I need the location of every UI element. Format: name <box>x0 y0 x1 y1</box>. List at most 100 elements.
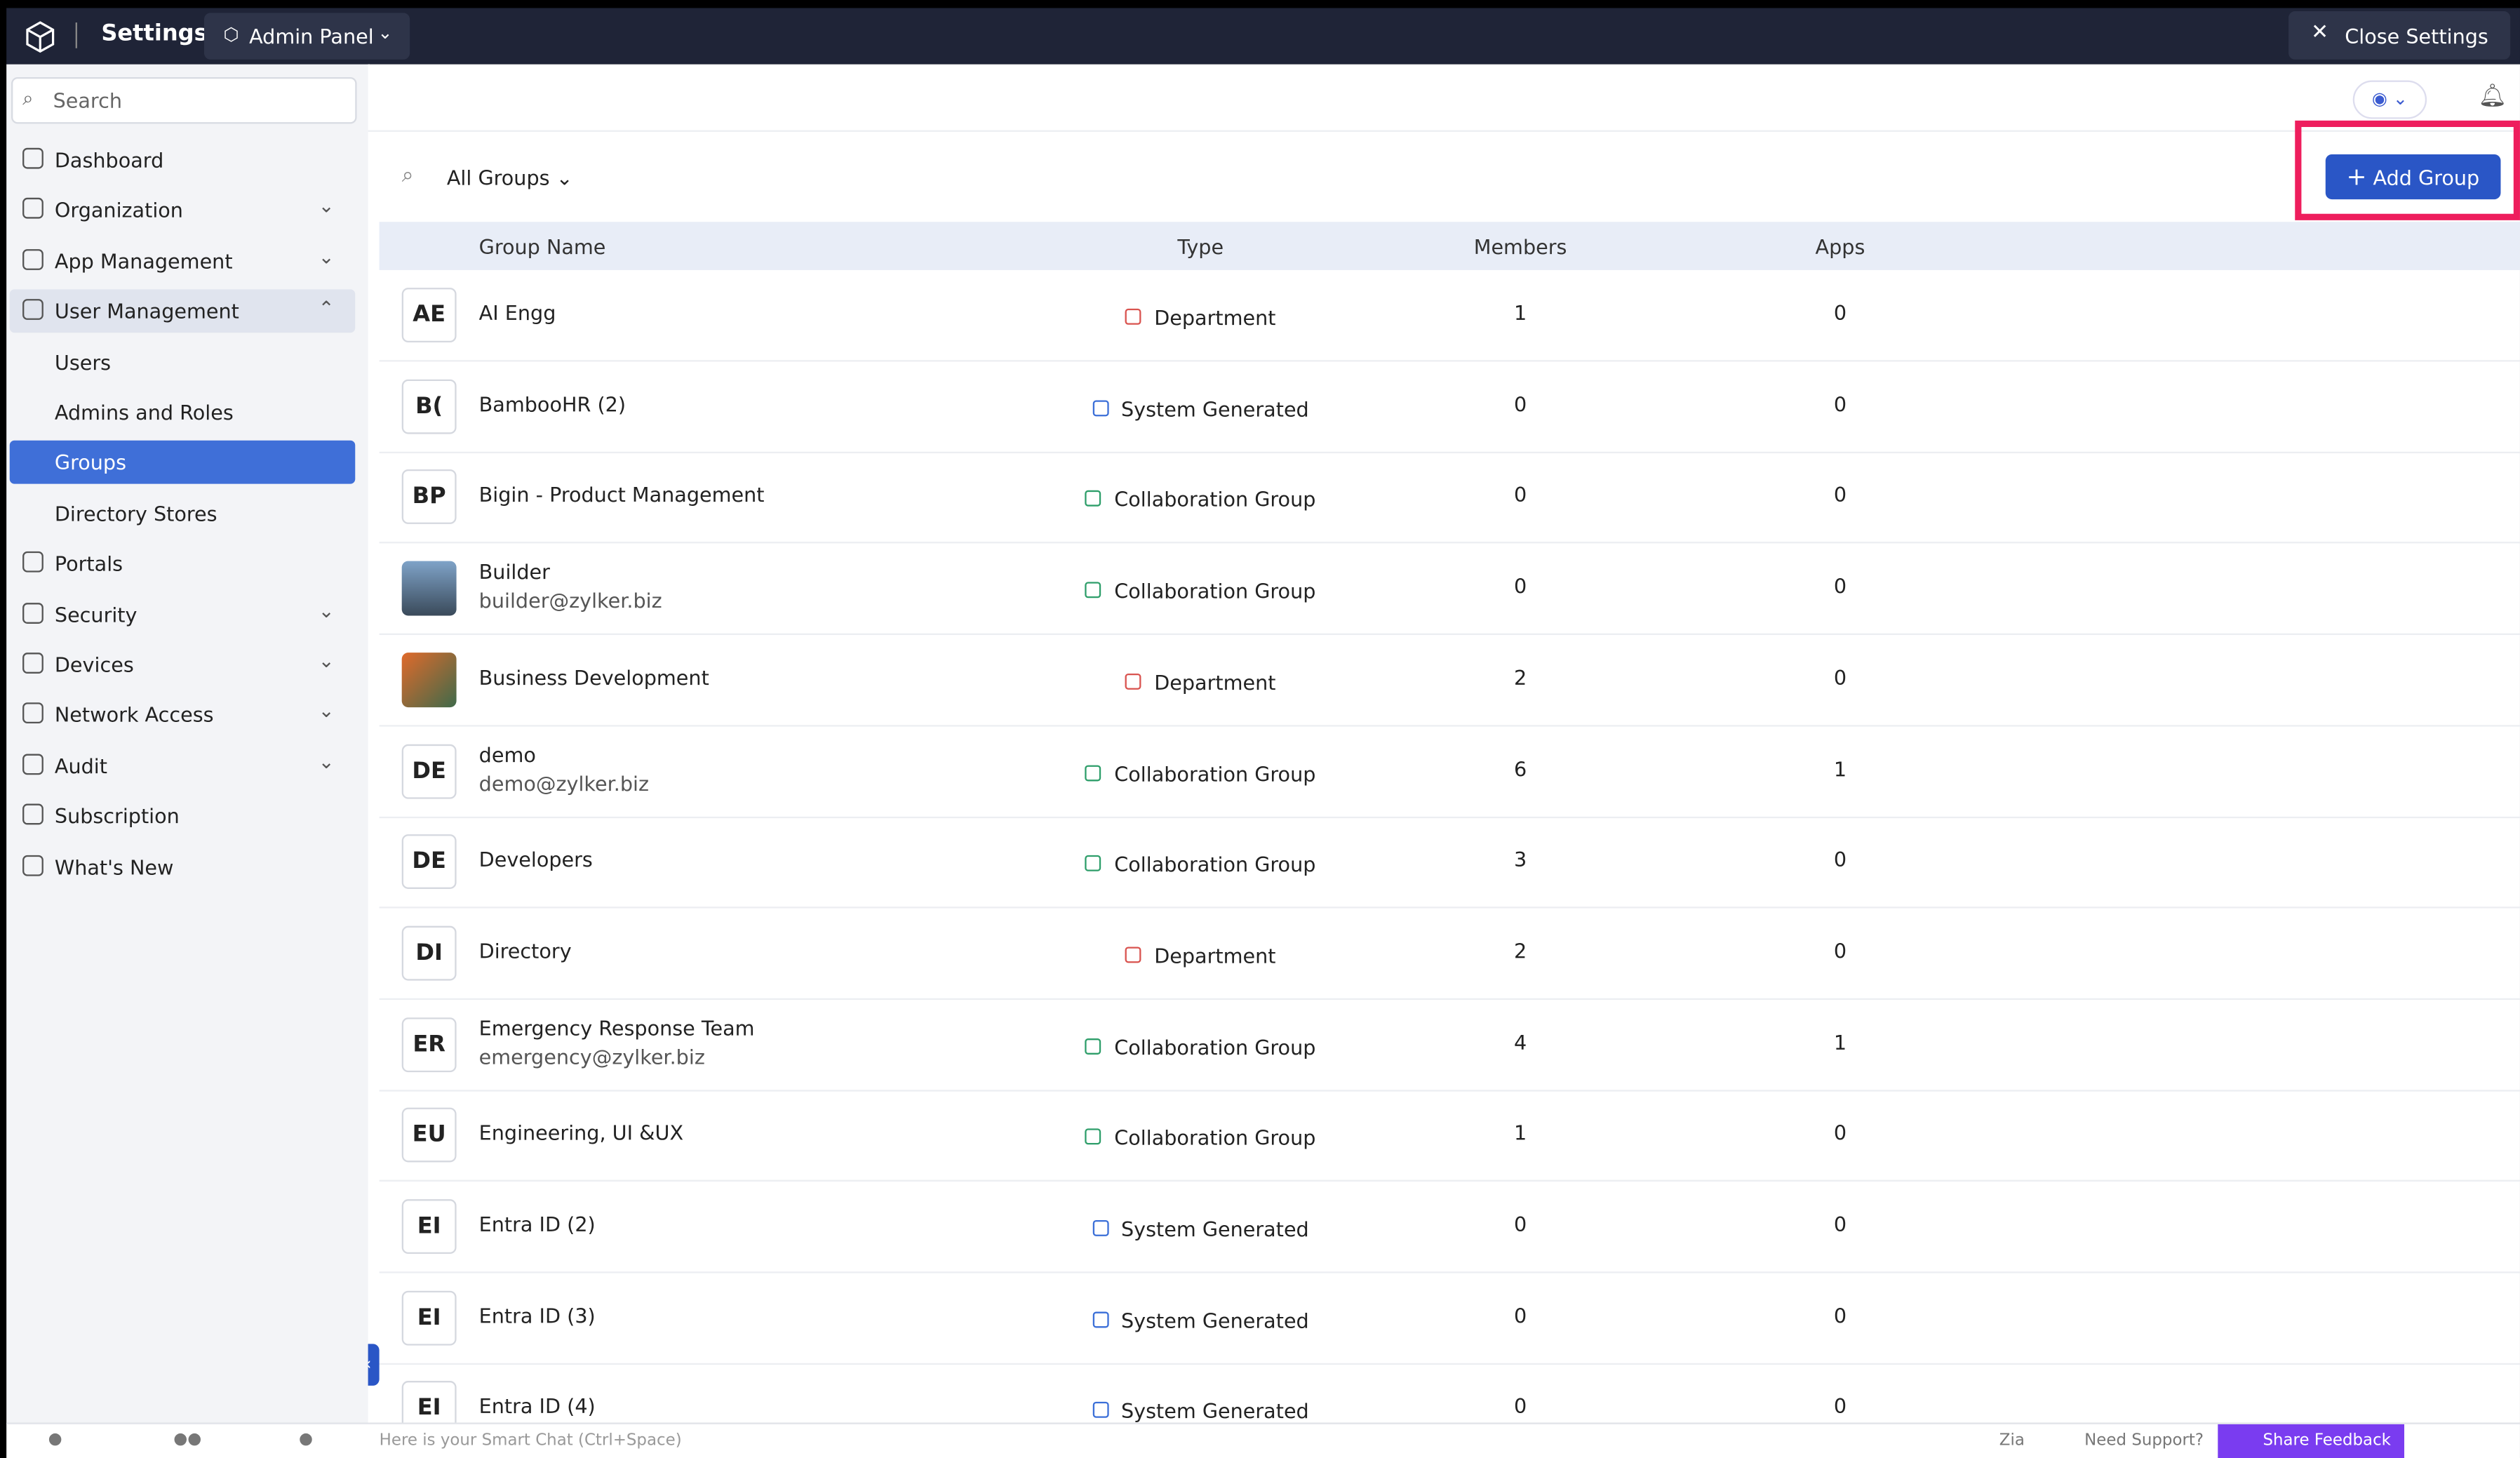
nav-icon <box>22 551 43 573</box>
group-filter[interactable]: All Groups ⌄ <box>446 165 573 190</box>
group-name[interactable]: Entra ID (4) <box>478 1394 596 1419</box>
search-icon: ⌕ <box>22 86 34 109</box>
top-bar: Settings Admin Panel ⬡ ⌄ ✕ Close Setting… <box>6 8 2520 65</box>
zia[interactable]: Zia <box>1999 1432 2025 1450</box>
group-row[interactable]: AE AI Engg Department 1 0 <box>379 270 2520 362</box>
nav-item[interactable]: Users <box>10 340 356 384</box>
search-box[interactable]: ⌕ Search <box>11 76 357 124</box>
panel-switch[interactable]: Admin Panel ⬡ ⌄ <box>203 13 410 60</box>
main: ◉ ⌄ 🔔︎ ⌕ All Groups ⌄ + Add Group Group … <box>368 64 2520 1423</box>
group-name[interactable]: Entra ID (2) <box>478 1212 596 1236</box>
chevron: ⌄ <box>377 22 393 44</box>
nav-item[interactable]: What's New <box>10 845 356 888</box>
group-row[interactable]: EI Entra ID (2) System Generated 0 0 <box>379 1182 2520 1273</box>
group-type: Collaboration Group <box>1114 1125 1316 1150</box>
group-type: Collaboration Group <box>1114 761 1316 786</box>
column-header: Group Name <box>478 234 606 259</box>
group-row[interactable]: EU Engineering, UI &UX Collaboration Group… <box>379 1090 2520 1182</box>
group-name[interactable]: Builder <box>478 559 550 584</box>
nav-label: Directory Stores <box>54 501 217 526</box>
footer: ● ●● ● Here is your Smart Chat (Ctrl+Spa… <box>6 1422 2520 1458</box>
group-row[interactable]: Business Development Department 2 0 <box>379 635 2520 727</box>
member-count: 0 <box>1513 483 1527 507</box>
member-count: 4 <box>1513 1029 1527 1055</box>
nav-icon <box>22 248 43 270</box>
group-name[interactable]: Entra ID (3) <box>478 1303 596 1327</box>
group-type: Collaboration Group <box>1114 1034 1316 1059</box>
nav-item[interactable]: Dashboard <box>10 138 356 182</box>
group-row[interactable]: BP Bigin - Product Management Collaboratio… <box>379 453 2520 544</box>
group-avatar: BP <box>401 469 457 525</box>
chat-input[interactable]: Here is your Smart Chat (Ctrl+Space) <box>379 1432 682 1450</box>
group-name[interactable]: demo <box>478 742 536 766</box>
close-settings[interactable]: ✕ Close Settings <box>2288 11 2511 60</box>
group-name[interactable]: BambooHR (2) <box>478 392 626 416</box>
logo <box>26 21 55 53</box>
sidebar: ⌕ Search Dashboard Organization ⌄ App Manag… <box>6 64 370 1423</box>
nav-label: What's New <box>54 854 174 879</box>
type-icon <box>1125 673 1141 690</box>
group-name[interactable]: Developers <box>478 847 593 872</box>
chevron: ⌄ <box>318 195 335 218</box>
group-type: System Generated <box>1120 1399 1309 1423</box>
app-count: 1 <box>1833 1029 1847 1055</box>
group-row[interactable]: Builder builder@zylker.biz Collaboration G… <box>379 544 2520 636</box>
group-row[interactable]: DI Directory Department 2 0 <box>379 908 2520 1000</box>
group-name[interactable]: Business Development <box>478 665 709 690</box>
nav-item[interactable]: Security ⌄ <box>10 592 356 636</box>
app-count: 0 <box>1833 574 1847 598</box>
group-row[interactable]: EI Entra ID (3) System Generated 0 0 <box>379 1273 2520 1365</box>
group-name[interactable]: Bigin - Product Management <box>478 483 765 507</box>
add-group-button[interactable]: + Add Group <box>2325 154 2501 200</box>
group-type: Department <box>1154 943 1276 968</box>
share-feedback[interactable]: Share Feedback <box>2218 1424 2405 1458</box>
nav-item[interactable]: Organization ⌄ <box>10 189 356 232</box>
nav-item[interactable]: Directory Stores <box>10 492 356 535</box>
nav-item[interactable]: Devices ⌄ <box>10 643 356 686</box>
group-row[interactable]: EI Entra ID (4) System Generated 0 0 <box>380 1364 2520 1423</box>
group-name[interactable]: Emergency Response Team <box>478 1015 755 1040</box>
chevron: ⌄ <box>318 649 335 672</box>
group-row[interactable]: B(BambooHR (2) System Generated 0 0 <box>379 361 2520 453</box>
type-icon <box>1125 308 1141 325</box>
nav-item[interactable]: Portals <box>10 542 356 586</box>
member-count: 6 <box>1513 756 1527 781</box>
app-count: 0 <box>1833 938 1847 963</box>
group-row[interactable]: DE demo demo@zylker.biz Collaboration Group… <box>379 725 2520 818</box>
group-type: Collaboration Group <box>1114 852 1316 877</box>
status-toggle[interactable]: ◉ ⌄ <box>2352 80 2427 119</box>
group-type-cell: Department <box>1040 939 1361 970</box>
group-avatar: B( <box>401 378 457 434</box>
nav-item[interactable]: Audit ⌄ <box>10 744 356 787</box>
type-icon <box>1085 855 1101 872</box>
app-count: 1 <box>1833 756 1847 781</box>
nav-label: Groups <box>54 450 127 475</box>
group-name[interactable]: AI Engg <box>478 300 556 325</box>
support[interactable]: Need Support? <box>2084 1432 2204 1450</box>
chevron: ⌄ <box>318 700 335 723</box>
panel-label: Admin Panel <box>249 24 374 48</box>
group-row[interactable]: DE Developers Collaboration Group 3 0 <box>379 817 2520 909</box>
group-type-cell: Collaboration Group <box>1040 848 1361 878</box>
group-avatar: EU <box>401 1108 457 1163</box>
chat-icon[interactable]: ● <box>48 1431 62 1449</box>
nav-item[interactable]: Network Access ⌄ <box>10 693 356 737</box>
group-photo <box>401 561 457 616</box>
group-row[interactable]: ER Emergency Response Team emergency@zylke… <box>379 999 2520 1091</box>
notifications[interactable]: 🔔︎ <box>2478 83 2507 109</box>
app-title: Settings <box>101 20 208 47</box>
profile-icon[interactable]: ● <box>299 1431 314 1449</box>
nav-item[interactable]: Groups <box>9 441 356 485</box>
nav-item[interactable]: User Management ⌄ <box>9 289 356 333</box>
group-name[interactable]: Engineering, UI &UX <box>478 1121 684 1145</box>
collapse-sidebar[interactable]: ‹ <box>368 1344 380 1386</box>
nav-item[interactable]: Subscription <box>10 794 356 838</box>
group-avatar: AE <box>401 288 457 343</box>
contacts-icon[interactable]: ●● <box>173 1431 202 1449</box>
group-name[interactable]: Directory <box>478 938 572 963</box>
table-header: Group Name Type Members Apps <box>379 222 2520 270</box>
divider <box>368 130 2520 132</box>
nav-item[interactable]: App Management ⌄ <box>10 239 356 283</box>
nav-item[interactable]: Admins and Roles <box>10 391 356 434</box>
